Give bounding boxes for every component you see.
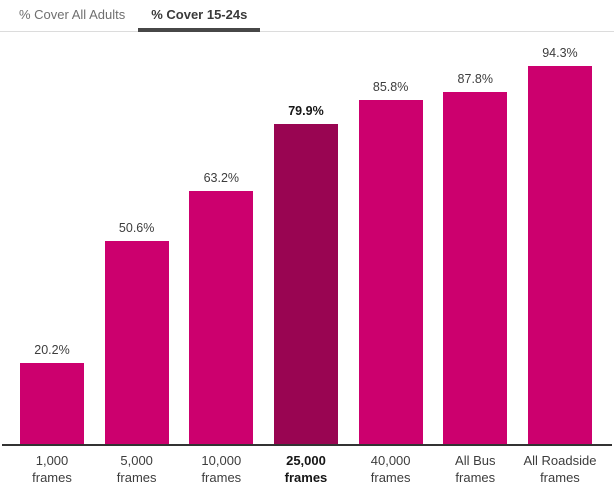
bar-value-label: 79.9%: [288, 103, 324, 118]
tab-label: % Cover All Adults: [19, 6, 126, 22]
bar-group: 94.3%: [527, 43, 592, 444]
x-axis-label: All Roadside frames: [523, 453, 597, 485]
bar[interactable]: [443, 91, 508, 444]
bar-group: 79.9%: [273, 43, 338, 444]
x-axis-label: 25,000 frames: [284, 453, 328, 485]
bar-value-label: 50.6%: [118, 221, 155, 236]
bar-value-label: 87.8%: [457, 71, 493, 86]
bar[interactable]: [527, 65, 592, 444]
x-axis-label: 1,000 frames: [32, 453, 72, 485]
plot-area: 20.2% 50.6% 63.2% 79.9% 85.8% 87.8% 94.3%: [20, 43, 592, 444]
bar[interactable]: [273, 123, 338, 444]
tab-bar: % Cover All Adults % Cover 15-24s: [0, 0, 614, 32]
bar[interactable]: [20, 363, 84, 444]
bar-group: 20.2%: [20, 43, 84, 444]
bar-value-label: 85.8%: [372, 79, 409, 94]
x-axis-label: 40,000 frames: [370, 453, 411, 485]
bar[interactable]: [104, 241, 169, 444]
x-axis-label: 10,000 frames: [201, 453, 242, 485]
bar-value-label: 94.3%: [542, 45, 578, 60]
bar[interactable]: [358, 99, 423, 444]
bar[interactable]: [189, 190, 254, 444]
bar-group: 85.8%: [358, 43, 423, 444]
tab-label: % Cover 15-24s: [151, 6, 248, 22]
tab-cover-15-24s[interactable]: % Cover 15-24s: [138, 0, 261, 32]
bar-value-label: 20.2%: [34, 343, 70, 357]
x-axis-line: [2, 444, 612, 446]
bar-group: 63.2%: [189, 43, 254, 444]
bar-group: 87.8%: [443, 43, 508, 444]
tab-cover-all-adults[interactable]: % Cover All Adults: [6, 0, 138, 32]
bar-group: 50.6%: [104, 43, 169, 444]
x-axis-label: 5,000 frames: [116, 453, 157, 485]
x-axis-labels: 1,000 frames 5,000 frames 10,000 frames 25,…: [20, 452, 597, 486]
bar-value-label: 63.2%: [203, 170, 240, 185]
x-axis-label: All Bus frames: [455, 453, 496, 485]
